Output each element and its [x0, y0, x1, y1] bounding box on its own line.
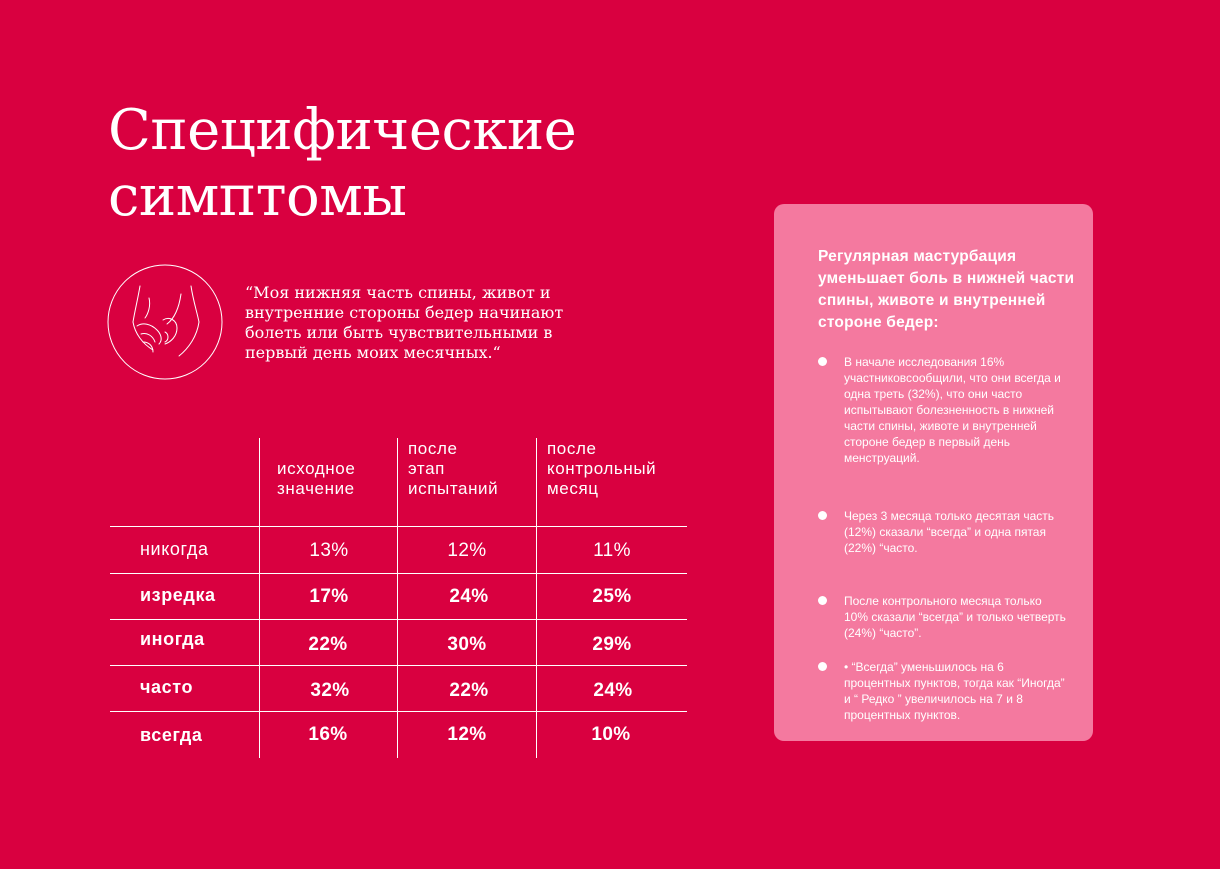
- page-title-line2: симптомы: [108, 164, 407, 229]
- row-label-always: всегда: [140, 725, 203, 745]
- bullet-dot: [818, 357, 827, 366]
- table-cell: 32%: [310, 680, 350, 701]
- table-cell: 17%: [309, 586, 349, 607]
- column-header-after-control: после контрольный месяц: [547, 439, 657, 498]
- table-divider: [110, 711, 687, 712]
- table-divider: [259, 438, 260, 758]
- table-divider: [110, 665, 687, 666]
- bullet-text: В начале исследования 16% участниковсооб…: [844, 355, 1061, 465]
- table-divider: [397, 438, 398, 758]
- bullet-text: • “Всегда” уменьшилось на 6 процентных п…: [844, 660, 1065, 722]
- table-cell: 24%: [593, 680, 633, 701]
- table-cell: 30%: [447, 634, 487, 655]
- table-cell: 12%: [447, 540, 487, 561]
- testimonial-quote: “Моя нижняя часть спины, живот и внутрен…: [245, 283, 564, 362]
- row-label-rarely: изредка: [140, 585, 216, 605]
- list-item: После контрольного месяца только 10% ска…: [818, 593, 1068, 641]
- column-header-after-trial: после этап испытаний: [408, 439, 499, 498]
- table-cell: 10%: [591, 724, 631, 745]
- card-title: Регулярная мастурбация уменьшает боль в …: [818, 248, 1075, 331]
- table-cell: 29%: [592, 634, 632, 655]
- list-item: В начале исследования 16% участниковсооб…: [818, 354, 1068, 466]
- table-cell: 22%: [308, 634, 348, 655]
- table-divider: [110, 526, 687, 527]
- page-title-line1: Специфические: [108, 98, 577, 163]
- table-divider: [536, 438, 537, 758]
- table-cell: 12%: [447, 724, 487, 745]
- bullet-dot: [818, 596, 827, 605]
- table-cell: 13%: [309, 540, 349, 561]
- page-title: Специфические симптомы: [108, 98, 577, 230]
- bullet-text: Через 3 месяца только десятая часть (12%…: [844, 509, 1055, 555]
- row-label-never: никогда: [140, 539, 209, 559]
- bullet-text: После контрольного месяца только 10% ска…: [844, 594, 1066, 640]
- table-cell: 24%: [449, 586, 489, 607]
- list-item: Через 3 месяца только десятая часть (12%…: [818, 508, 1068, 556]
- bullet-dot: [818, 511, 827, 520]
- table-cell: 22%: [449, 680, 489, 701]
- row-label-sometimes: иногда: [140, 629, 205, 649]
- table-cell: 16%: [308, 724, 348, 745]
- info-card: Регулярная мастурбация уменьшает боль в …: [774, 204, 1093, 741]
- table-divider: [110, 573, 687, 574]
- column-header-baseline: исходное значение: [277, 459, 356, 498]
- bullet-dot: [818, 662, 827, 671]
- row-label-often: часто: [140, 677, 194, 697]
- table-cell: 11%: [593, 540, 631, 561]
- table-cell: 25%: [592, 586, 632, 607]
- table-divider: [110, 619, 687, 620]
- list-item: • “Всегда” уменьшилось на 6 процентных п…: [818, 659, 1068, 723]
- body-hands-icon: [107, 264, 223, 380]
